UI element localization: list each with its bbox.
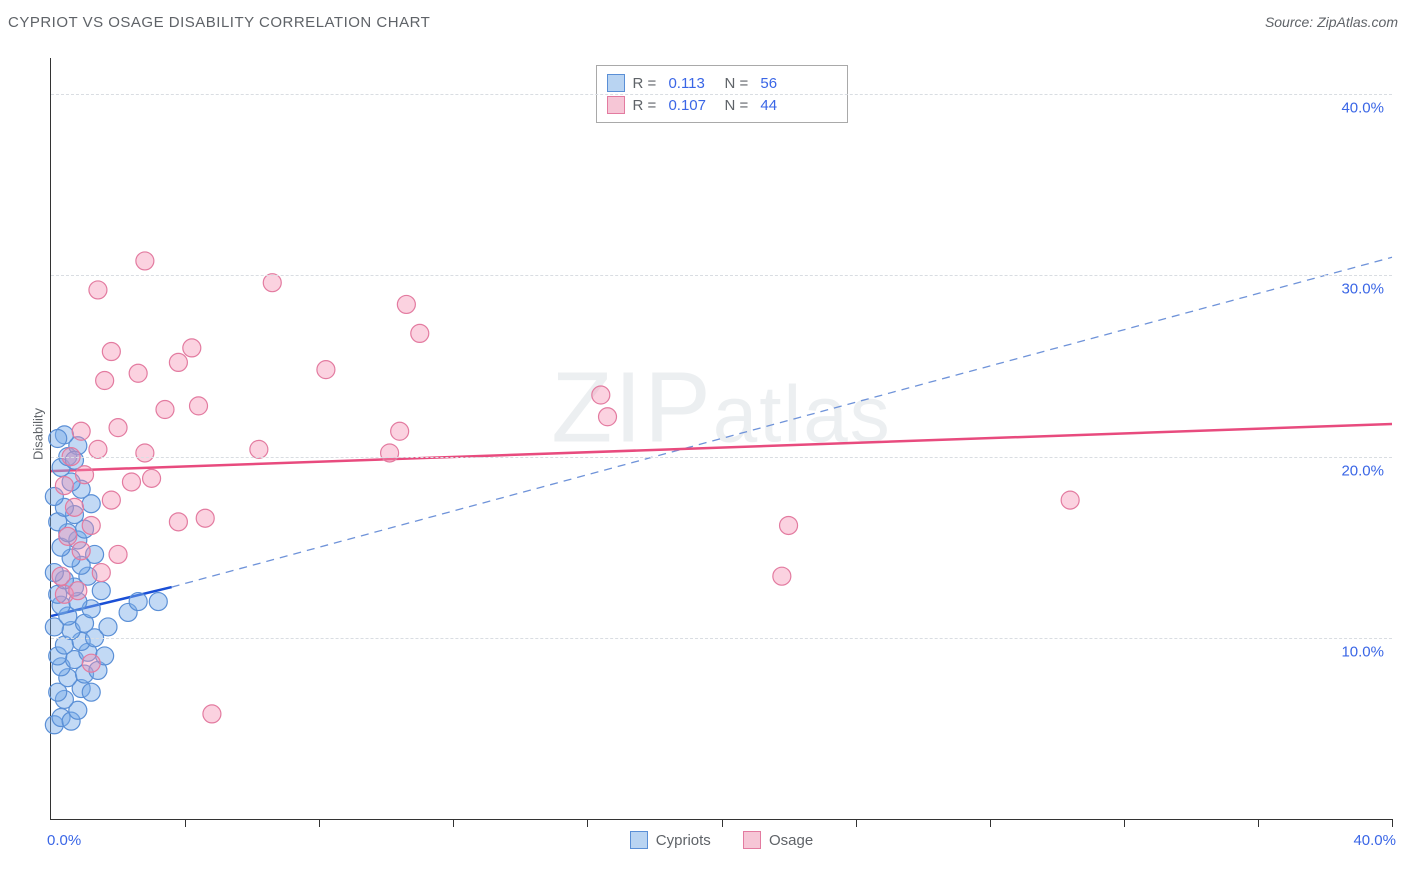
n-value-osage: 44 (760, 97, 808, 114)
chart-title: CYPRIOT VS OSAGE DISABILITY CORRELATION … (8, 14, 430, 31)
scatter-point-cypriots (49, 430, 67, 448)
n-label: N = (724, 97, 752, 114)
x-tick (1392, 819, 1393, 827)
legend-label-osage: Osage (769, 832, 813, 849)
legend-item-cypriots: Cypriots (630, 831, 711, 849)
plot-wrap: Disability ZIPatlas R = 0.113 N = 56 R =… (40, 48, 1392, 820)
scatter-point-osage (592, 386, 610, 404)
scatter-point-osage (196, 509, 214, 527)
scatter-point-osage (169, 513, 187, 531)
scatter-point-osage (102, 491, 120, 509)
y-axis-label: Disability (31, 408, 46, 460)
chart-header: CYPRIOT VS OSAGE DISABILITY CORRELATION … (0, 0, 1406, 44)
scatter-points-layer (51, 58, 1392, 819)
scatter-point-osage (52, 567, 70, 585)
r-value-cypriots: 0.113 (668, 75, 716, 92)
scatter-point-osage (122, 473, 140, 491)
scatter-point-osage (190, 397, 208, 415)
x-tick (990, 819, 991, 827)
x-tick (722, 819, 723, 827)
scatter-point-osage (1061, 491, 1079, 509)
legend-series: Cypriots Osage (51, 831, 1392, 853)
legend-row-cypriots: R = 0.113 N = 56 (607, 72, 837, 94)
chart-source: Source: ZipAtlas.com (1265, 14, 1398, 30)
scatter-point-osage (76, 466, 94, 484)
scatter-point-osage (381, 444, 399, 462)
scatter-point-osage (69, 582, 87, 600)
legend-row-osage: R = 0.107 N = 44 (607, 94, 837, 116)
scatter-point-osage (96, 372, 114, 390)
scatter-point-osage (89, 281, 107, 299)
scatter-point-cypriots (129, 593, 147, 611)
scatter-point-osage (82, 516, 100, 534)
gridline (51, 94, 1392, 95)
swatch-osage-icon (743, 831, 761, 849)
scatter-point-cypriots (92, 582, 110, 600)
scatter-point-osage (109, 419, 127, 437)
swatch-osage (607, 96, 625, 114)
x-min-label: 0.0% (47, 832, 81, 849)
scatter-point-cypriots (149, 593, 167, 611)
scatter-point-osage (129, 364, 147, 382)
n-value-cypriots: 56 (760, 75, 808, 92)
r-label: R = (633, 75, 661, 92)
x-tick (856, 819, 857, 827)
swatch-cypriots (607, 74, 625, 92)
scatter-point-osage (109, 545, 127, 563)
scatter-point-osage (203, 705, 221, 723)
x-tick (1124, 819, 1125, 827)
scatter-point-osage (169, 353, 187, 371)
legend-label-cypriots: Cypriots (656, 832, 711, 849)
scatter-point-cypriots (82, 683, 100, 701)
scatter-point-osage (143, 469, 161, 487)
scatter-point-osage (391, 422, 409, 440)
gridline (51, 638, 1392, 639)
scatter-point-osage (102, 343, 120, 361)
x-tick (453, 819, 454, 827)
scatter-point-osage (136, 444, 154, 462)
n-label: N = (724, 75, 752, 92)
legend-item-osage: Osage (743, 831, 813, 849)
scatter-point-osage (55, 477, 73, 495)
scatter-point-cypriots (99, 618, 117, 636)
scatter-point-osage (72, 542, 90, 560)
scatter-point-osage (72, 422, 90, 440)
x-max-label: 40.0% (1353, 832, 1396, 849)
x-tick (319, 819, 320, 827)
y-tick-label: 10.0% (1341, 643, 1384, 660)
scatter-point-osage (599, 408, 617, 426)
scatter-point-osage (397, 295, 415, 313)
scatter-point-osage (136, 252, 154, 270)
scatter-point-osage (780, 516, 798, 534)
scatter-point-osage (156, 401, 174, 419)
scatter-point-osage (411, 324, 429, 342)
r-value-osage: 0.107 (668, 97, 716, 114)
plot-area: ZIPatlas R = 0.113 N = 56 R = 0.107 N = … (50, 58, 1392, 820)
gridline (51, 457, 1392, 458)
x-tick (1258, 819, 1259, 827)
x-tick (185, 819, 186, 827)
scatter-point-osage (65, 498, 83, 516)
r-label: R = (633, 97, 661, 114)
x-tick (587, 819, 588, 827)
scatter-point-osage (317, 361, 335, 379)
scatter-point-osage (92, 564, 110, 582)
y-tick-label: 40.0% (1341, 100, 1384, 117)
y-tick-label: 30.0% (1341, 281, 1384, 298)
y-tick-label: 20.0% (1341, 462, 1384, 479)
swatch-cypriots-icon (630, 831, 648, 849)
scatter-point-osage (59, 527, 77, 545)
gridline (51, 275, 1392, 276)
scatter-point-osage (183, 339, 201, 357)
scatter-point-osage (82, 654, 100, 672)
scatter-point-osage (773, 567, 791, 585)
